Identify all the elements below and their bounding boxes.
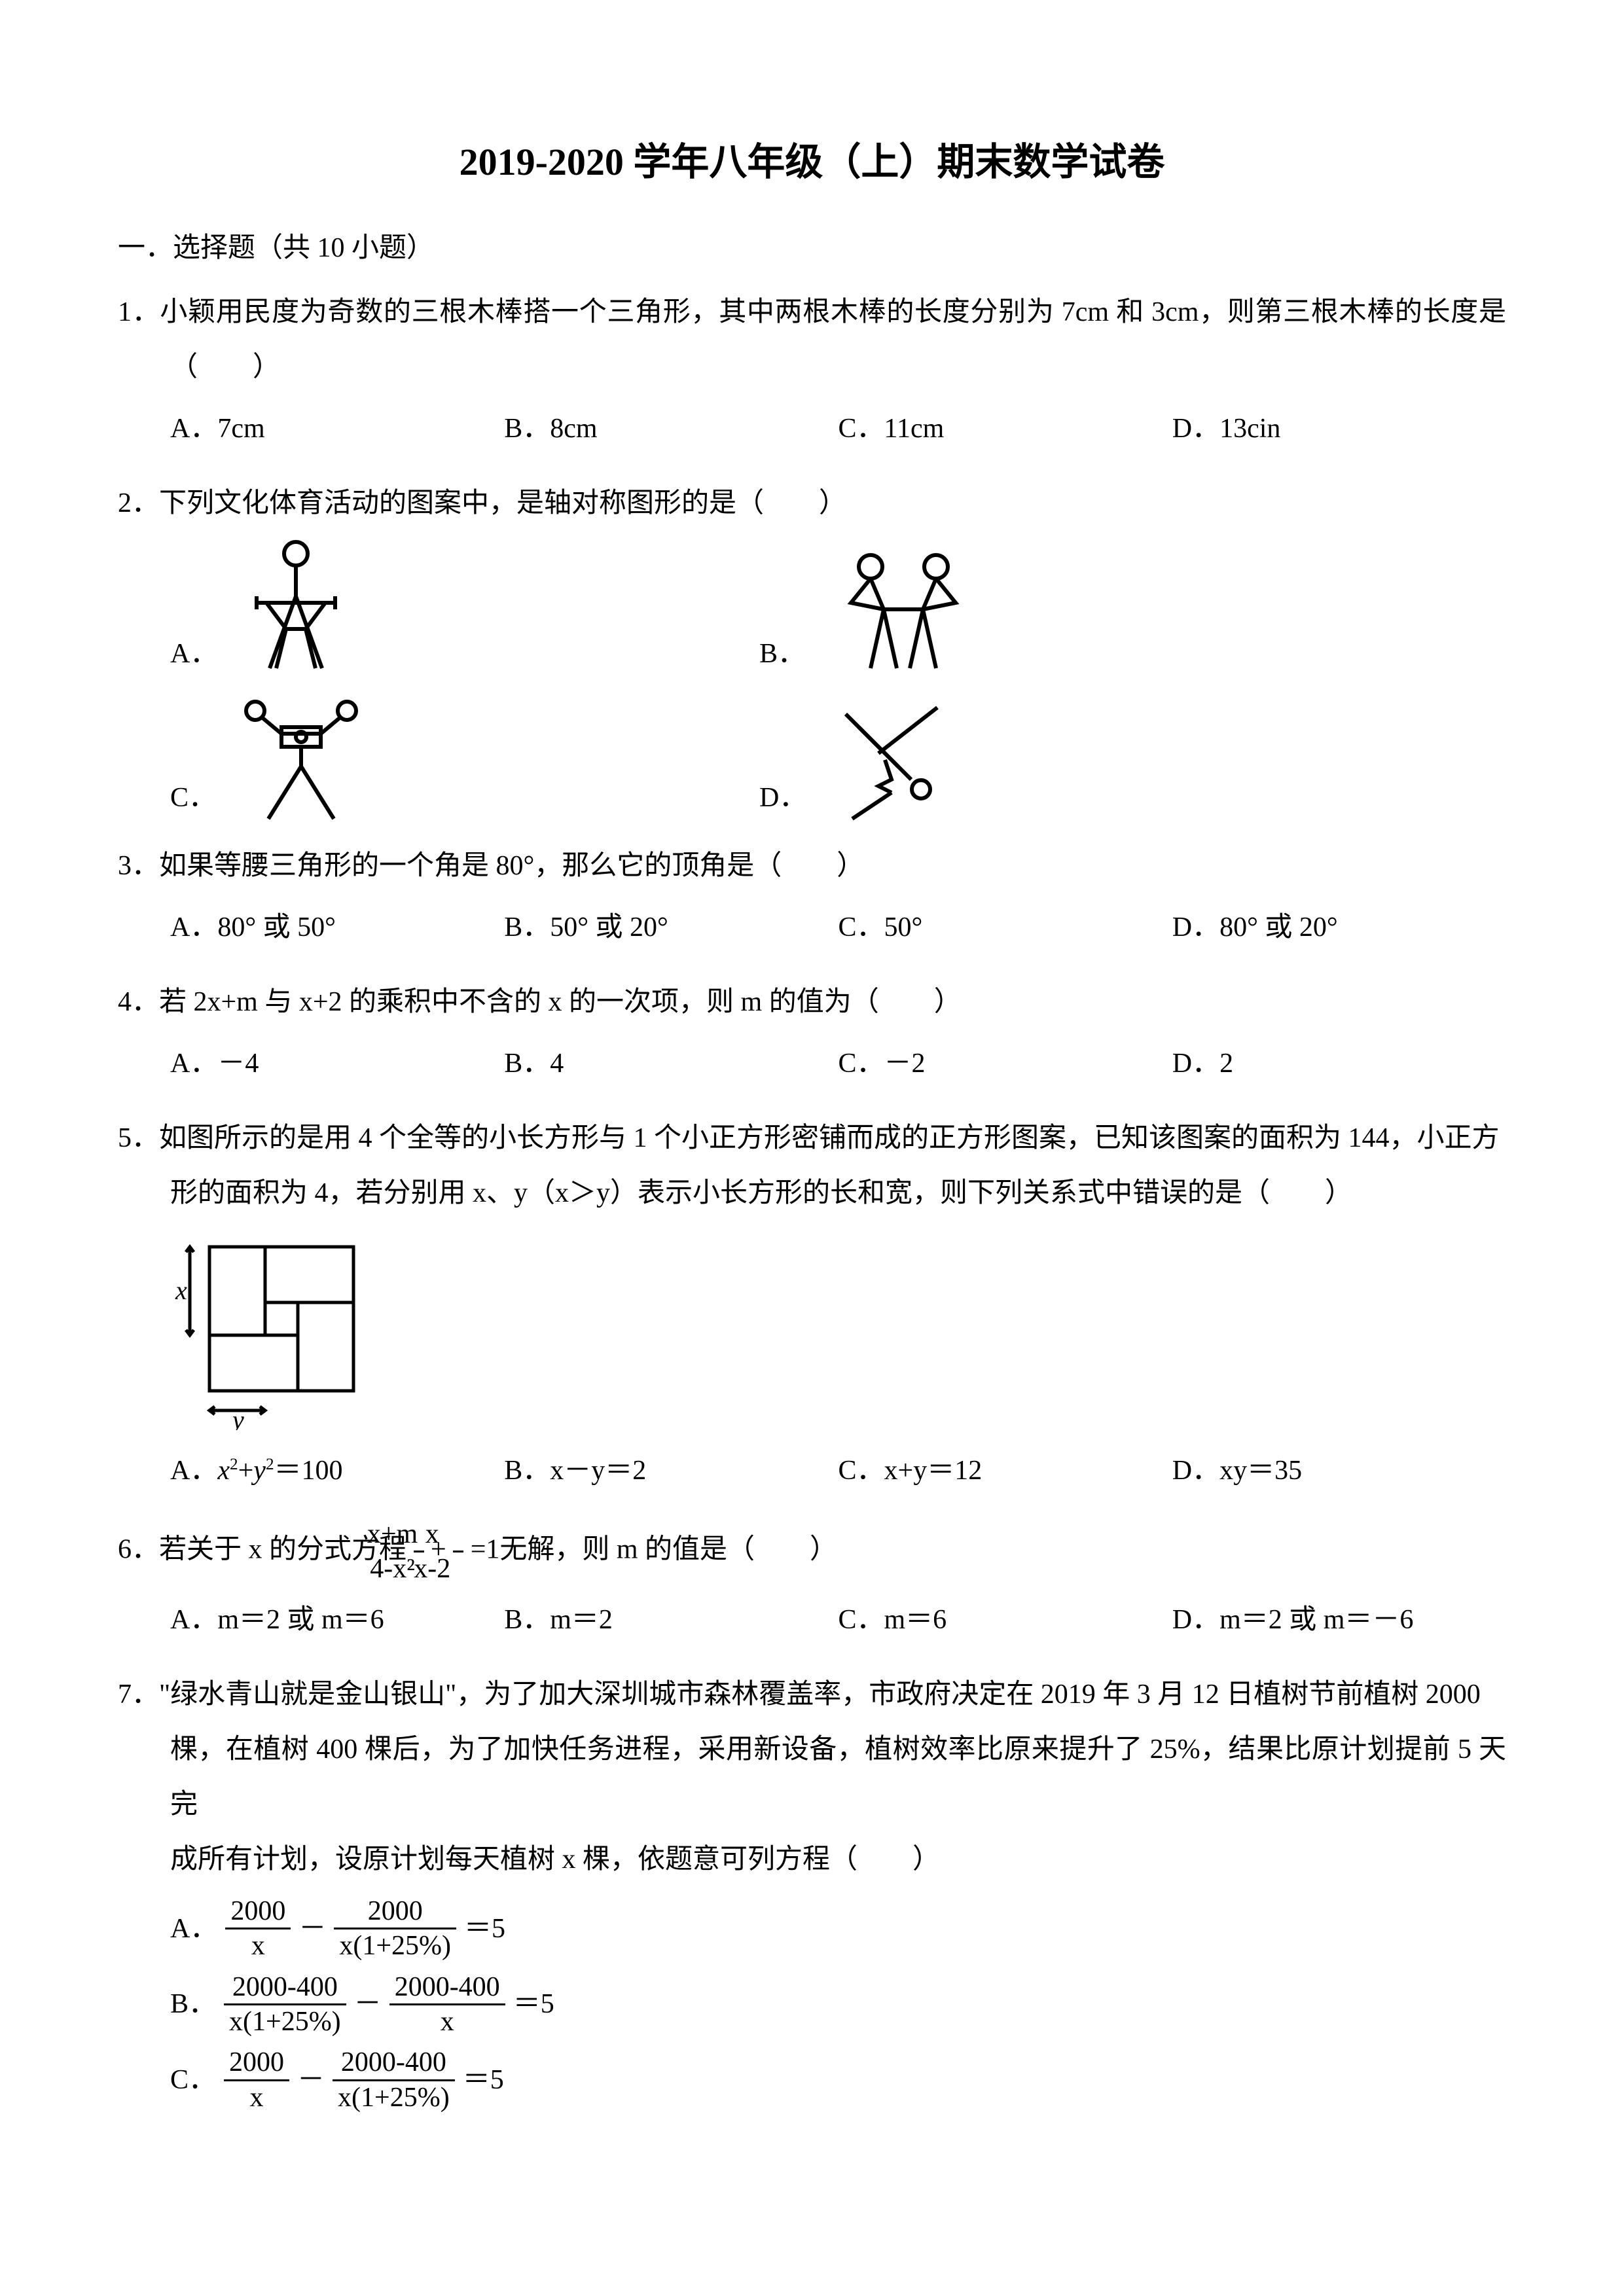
q5-opt-c: C．x+y＝12	[839, 1443, 1172, 1498]
q6-stem: 6．若关于 x 的分式方程 x+m4-x² + xx-2 =1无解，则 m 的值…	[118, 1518, 1506, 1586]
q2-figure-d	[820, 694, 964, 825]
q5-opt-d: D．xy＝35	[1172, 1443, 1506, 1498]
q1-opt-d: D．13cin	[1172, 401, 1506, 456]
q3-opt-b: B．50° 或 20°	[504, 900, 838, 955]
q7-stem-3: 成所有计划，设原计划每天植树 x 棵，依题意可列方程（ ）	[118, 1832, 1506, 1887]
page-title: 2019-2020 学年八年级（上）期末数学试卷	[118, 131, 1506, 186]
q2-opt-d-label: D．	[759, 770, 806, 825]
q7-opt-c: C． 2000x － 2000-400x(1+25%) ＝5	[118, 2046, 1506, 2114]
q7-stem-2: 棵，在植树 400 棵后，为了加快任务进程，采用新设备，植树效率比原来提升了 2…	[118, 1722, 1506, 1832]
q3-opt-c: C．50°	[839, 900, 1172, 955]
q1-opt-c: C．11cm	[839, 401, 1172, 456]
q5-stem-1: 5．如图所示的是用 4 个全等的小长方形与 1 个小正方形密铺而成的正方形图案，…	[118, 1111, 1506, 1166]
q5-stem-2: 形的面积为 4，若分别用 x、y（x＞y）表示小长方形的长和宽，则下列关系式中错…	[118, 1166, 1506, 1221]
question-4: 4．若 2x+m 与 x+2 的乘积中不含的 x 的一次项，则 m 的值为（ ）…	[118, 975, 1506, 1091]
q5-opt-b: B．x－y＝2	[504, 1443, 838, 1498]
q3-stem: 3．如果等腰三角形的一个角是 80°，那么它的顶角是（ ）	[118, 838, 1506, 893]
q1-opt-b: B．8cm	[504, 401, 838, 456]
q5-y-label: y	[230, 1405, 244, 1430]
q2-figure-c	[229, 694, 373, 825]
q2-opt-b-label: B．	[759, 626, 805, 681]
q5-x-label: x	[175, 1276, 187, 1305]
question-7: 7．"绿水青山就是金山银山"，为了加大深圳城市森林覆盖率，市政府决定在 2019…	[118, 1667, 1506, 2114]
question-6: 6．若关于 x 的分式方程 x+m4-x² + xx-2 =1无解，则 m 的值…	[118, 1518, 1506, 1647]
question-2: 2．下列文化体育活动的图案中，是轴对称图形的是（ ） A．	[118, 476, 1506, 825]
q7-opt-b: B． 2000-400x(1+25%) － 2000-400x ＝5	[118, 1971, 1506, 2039]
q2-opt-a-label: A．	[170, 626, 217, 681]
q5-figure: x y	[170, 1234, 367, 1430]
q2-stem: 2．下列文化体育活动的图案中，是轴对称图形的是（ ）	[118, 476, 1506, 531]
q6-opt-b: B．m＝2	[504, 1592, 838, 1647]
q1-opt-a: A．7cm	[170, 401, 504, 456]
q3-opt-a: A．80° 或 50°	[170, 900, 504, 955]
q4-stem: 4．若 2x+m 与 x+2 的乘积中不含的 x 的一次项，则 m 的值为（ ）	[118, 975, 1506, 1030]
q4-opt-d: D．2	[1172, 1036, 1506, 1091]
q7-opt-a: A． 2000x － 2000x(1+25%) ＝5	[118, 1895, 1506, 1963]
q1-stem: 1．小颖用民度为奇数的三根木棒搭一个三角形，其中两根木棒的长度分别为 7cm 和…	[118, 285, 1506, 395]
q6-opt-a: A．m＝2 或 m＝6	[170, 1592, 504, 1647]
q7-stem-1: 7．"绿水青山就是金山银山"，为了加大深圳城市森林覆盖率，市政府决定在 2019…	[118, 1667, 1506, 1722]
q6-opt-d: D．m＝2 或 m＝－6	[1172, 1592, 1506, 1647]
question-1: 1．小颖用民度为奇数的三根木棒搭一个三角形，其中两根木棒的长度分别为 7cm 和…	[118, 285, 1506, 456]
q3-opt-d: D．80° 或 20°	[1172, 900, 1506, 955]
q2-figure-a	[230, 537, 361, 681]
question-3: 3．如果等腰三角形的一个角是 80°，那么它的顶角是（ ） A．80° 或 50…	[118, 838, 1506, 955]
question-5: 5．如图所示的是用 4 个全等的小长方形与 1 个小正方形密铺而成的正方形图案，…	[118, 1111, 1506, 1498]
q2-opt-c-label: C．	[170, 770, 216, 825]
section-1-header: 一．选择题（共 10 小题）	[118, 225, 1506, 265]
q4-opt-a: A．－4	[170, 1036, 504, 1091]
q4-opt-c: C．－2	[839, 1036, 1172, 1091]
q2-figure-b	[818, 537, 988, 681]
q4-opt-b: B．4	[504, 1036, 838, 1091]
q5-opt-a: A．x2+y2＝100	[170, 1443, 504, 1498]
q6-opt-c: C．m＝6	[839, 1592, 1172, 1647]
